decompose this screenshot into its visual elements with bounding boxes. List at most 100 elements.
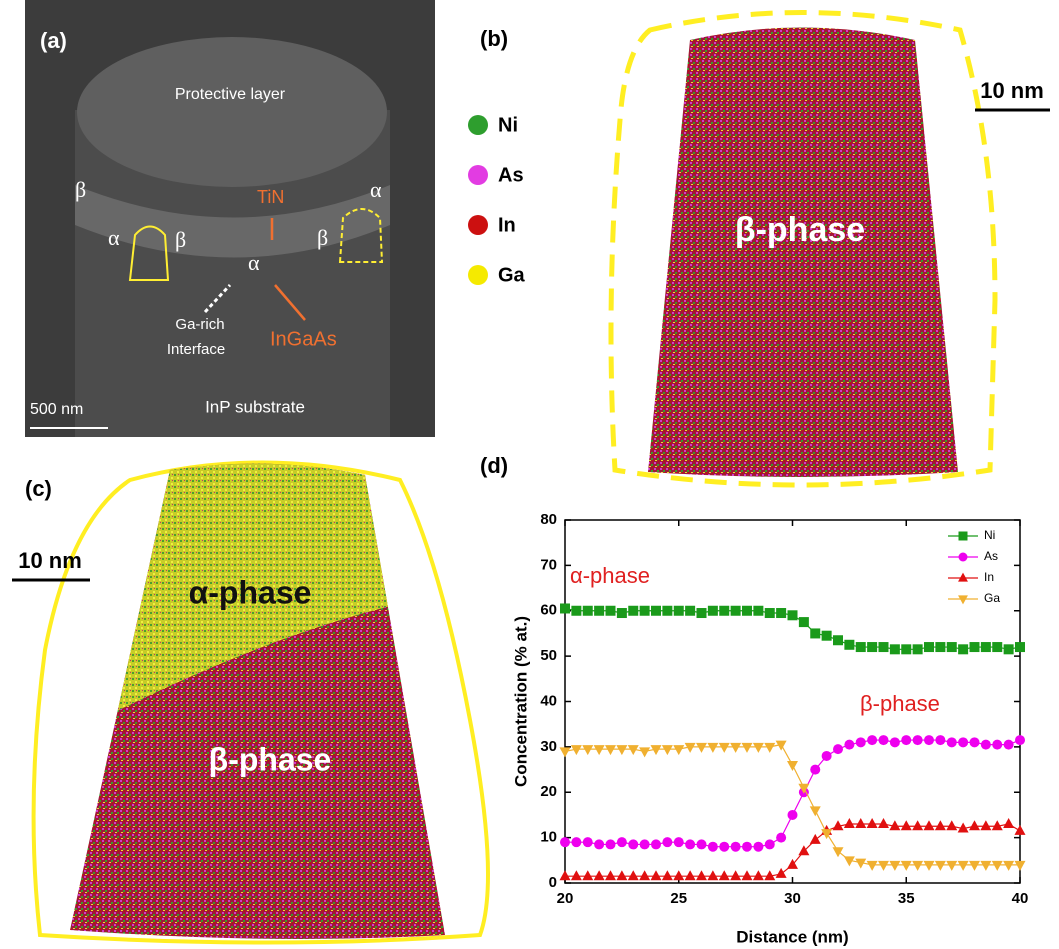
marker [913, 644, 923, 654]
label: Protective layer [175, 86, 286, 103]
marker [594, 839, 604, 849]
marker [1015, 642, 1025, 652]
marker [810, 806, 821, 816]
marker [719, 842, 729, 852]
marker [992, 642, 1002, 652]
marker [753, 743, 764, 753]
marker [742, 606, 752, 616]
marker [616, 745, 627, 755]
legend-marker [958, 595, 968, 604]
marker [958, 737, 968, 747]
x-axis-label: Distance (nm) [736, 927, 848, 946]
legend-marker [958, 573, 968, 582]
reconstruction [648, 28, 958, 478]
legend-label: Ga [984, 591, 1000, 605]
marker [810, 765, 820, 775]
panel-label: (c) [25, 476, 52, 501]
figure: (a) Protective layer β α β α β α TiN Ga-… [0, 0, 1059, 949]
series-line [565, 740, 1020, 847]
marker [560, 837, 570, 847]
marker [958, 644, 968, 654]
x-tick-label: 40 [1012, 890, 1029, 907]
marker [844, 640, 854, 650]
marker [776, 608, 786, 618]
marker [606, 606, 616, 616]
marker [594, 745, 605, 755]
marker [673, 745, 684, 755]
marker [980, 820, 991, 830]
marker [867, 818, 878, 828]
marker [833, 744, 843, 754]
marker [879, 735, 889, 745]
legend-label: Ni [984, 528, 995, 542]
marker [935, 820, 946, 830]
marker [992, 861, 1003, 871]
legend-label: In [984, 570, 994, 584]
marker [924, 820, 935, 830]
marker [890, 644, 900, 654]
marker [855, 818, 866, 828]
marker [969, 861, 980, 871]
marker [787, 761, 798, 771]
page: (a) Protective layer β α β α β α TiN Ga-… [0, 0, 1059, 949]
panel-c: (c) α-phase β-phase 10 nm [12, 450, 488, 949]
marker [867, 861, 878, 871]
marker [571, 606, 581, 616]
marker [696, 870, 707, 880]
marker [731, 842, 741, 852]
panel-label: (b) [480, 26, 508, 51]
marker [582, 745, 593, 755]
marker [685, 839, 695, 849]
marker [639, 747, 650, 757]
scale-label: 10 nm [18, 548, 82, 573]
marker [708, 606, 718, 616]
marker [776, 868, 787, 878]
y-tick-label: 40 [540, 692, 557, 709]
scale-label: 10 nm [980, 78, 1044, 103]
marker [889, 861, 900, 871]
legend-label: As [984, 549, 998, 563]
label: β [317, 225, 328, 250]
marker [616, 870, 627, 880]
marker [1015, 861, 1026, 871]
marker [753, 606, 763, 616]
legend-marker [959, 532, 968, 541]
marker [788, 610, 798, 620]
marker [662, 837, 672, 847]
marker [673, 870, 684, 880]
marker [628, 870, 639, 880]
marker [878, 861, 889, 871]
marker [640, 839, 650, 849]
marker [970, 642, 980, 652]
label: TiN [257, 187, 284, 207]
marker [731, 606, 741, 616]
label: InP substrate [205, 397, 305, 416]
legend-label: Ga [498, 264, 526, 286]
marker [765, 608, 775, 618]
scale-label: 500 nm [30, 401, 83, 418]
marker [719, 743, 730, 753]
marker [606, 839, 616, 849]
marker [788, 810, 798, 820]
marker [719, 870, 730, 880]
marker [844, 740, 854, 750]
y-tick-label: 60 [540, 602, 557, 619]
marker [1003, 818, 1014, 828]
marker [822, 751, 832, 761]
marker [1004, 740, 1014, 750]
marker [719, 606, 729, 616]
marker [992, 740, 1002, 750]
marker [651, 606, 661, 616]
marker [651, 839, 661, 849]
marker [822, 631, 832, 641]
marker [685, 870, 696, 880]
marker [924, 735, 934, 745]
panel-d: (d) 010203040506070802025303540Distance … [480, 453, 1028, 947]
marker [765, 839, 775, 849]
x-tick-label: 20 [557, 890, 574, 907]
marker [560, 870, 571, 880]
marker [696, 743, 707, 753]
phase-label: β-phase [735, 211, 865, 249]
panel-a: (a) Protective layer β α β α β α TiN Ga-… [25, 0, 435, 437]
y-axis-label: Concentration (% at.) [511, 616, 530, 787]
